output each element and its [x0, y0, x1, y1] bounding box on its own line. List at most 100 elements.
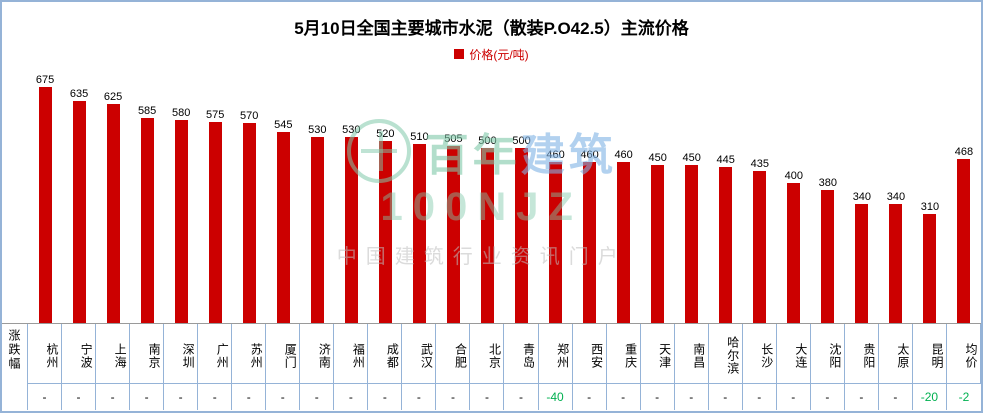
change-value-cell: - — [300, 384, 335, 410]
change-value-cell: - — [879, 384, 913, 410]
bar-column: 340 — [879, 64, 913, 323]
bar-column: 450 — [641, 64, 675, 323]
bar — [38, 87, 52, 323]
city-label-cell: 西安 — [572, 324, 607, 384]
bar-value-label: 585 — [137, 105, 157, 117]
bar — [174, 120, 188, 323]
city-label-cell: 深圳 — [164, 324, 199, 384]
legend-label: 价格(元/吨) — [469, 47, 529, 62]
city-label-cell: 北京 — [470, 324, 505, 384]
bar-column: 500 — [470, 64, 504, 323]
bar-value-label: 435 — [750, 158, 769, 170]
bar-column: 520 — [368, 64, 402, 323]
city-label-cell: 成都 — [368, 324, 403, 384]
city-label-cell: 青岛 — [504, 324, 539, 384]
bar-value-label: 400 — [784, 170, 803, 182]
change-value-cell: - — [334, 384, 369, 410]
change-value-cell: - — [607, 384, 641, 410]
bar — [685, 165, 699, 323]
bar-column: 545 — [266, 64, 300, 323]
change-value-cell: - — [436, 384, 471, 410]
change-value-cell: - — [198, 384, 233, 410]
change-value-cell: -20 — [913, 384, 947, 410]
chart-legend: 价格(元/吨) — [2, 44, 981, 64]
bar-value-label: 545 — [274, 119, 293, 131]
city-label-cell: 苏州 — [232, 324, 267, 384]
city-label-cell: 昆明 — [912, 324, 947, 384]
bar — [344, 137, 358, 323]
bar-column: 635 — [62, 64, 96, 323]
city-label-cell: 济南 — [300, 324, 335, 384]
bar-value-label: 625 — [103, 91, 123, 103]
bar — [753, 171, 767, 323]
bar — [208, 122, 222, 323]
plot-left-spacer — [2, 64, 28, 323]
city-label-cell: 福州 — [334, 324, 369, 384]
bar — [106, 104, 120, 323]
bar-column: 675 — [28, 64, 62, 323]
bar-column: 500 — [504, 64, 538, 323]
bar-column: 340 — [845, 64, 879, 323]
change-value-cell: -40 — [539, 384, 573, 410]
bar — [821, 190, 835, 323]
bar — [923, 214, 937, 323]
bar-column: 450 — [675, 64, 709, 323]
bar-column: 505 — [436, 64, 470, 323]
bar — [549, 162, 563, 323]
bar-column: 435 — [743, 64, 777, 323]
city-label-cell: 重庆 — [606, 324, 641, 384]
bar-column: 530 — [334, 64, 368, 323]
bar-column: 310 — [913, 64, 947, 323]
bar-column: 570 — [232, 64, 266, 323]
city-change-table: 涨跌幅 杭州 宁波 上海 南京 深圳 广州 苏州 厦门 济南 福州 成都 武汉 合肥 北京 青岛 郑州 西安 重庆… — [2, 323, 981, 410]
change-value-cell: - — [402, 384, 437, 410]
bar-value-label: 530 — [342, 124, 361, 136]
bar-value-label: 460 — [546, 149, 565, 161]
change-value-cell: - — [504, 384, 539, 410]
bar — [855, 204, 869, 323]
bar — [412, 144, 426, 323]
bar — [889, 204, 903, 323]
bar-value-label: 468 — [954, 146, 974, 158]
bar-column: 445 — [709, 64, 743, 323]
bar-column: 460 — [539, 64, 573, 323]
city-label-cell: 哈尔滨 — [708, 324, 743, 384]
bar-value-label: 530 — [308, 124, 327, 136]
bar-value-label: 675 — [35, 74, 55, 86]
bar-column: 460 — [607, 64, 641, 323]
bar-column: 460 — [573, 64, 607, 323]
change-value-cell: - — [266, 384, 301, 410]
bar — [583, 162, 597, 323]
bar-value-label: 510 — [410, 131, 429, 143]
change-value-cell: - — [232, 384, 267, 410]
city-label-cell: 太原 — [878, 324, 913, 384]
bar-column: 585 — [130, 64, 164, 323]
bar — [378, 141, 392, 323]
change-value-cell: - — [777, 384, 811, 410]
change-value-cell: - — [62, 384, 97, 410]
change-value-cell: - — [743, 384, 777, 410]
change-value-cell: - — [845, 384, 879, 410]
change-value-cell: - — [675, 384, 709, 410]
bar-column: 400 — [777, 64, 811, 323]
bar-column: 380 — [811, 64, 845, 323]
city-label-cell: 南京 — [130, 324, 165, 384]
bar — [617, 162, 631, 323]
change-value-cell: -2 — [958, 390, 970, 404]
change-value-cell: - — [368, 384, 403, 410]
city-label-cell: 南昌 — [674, 324, 709, 384]
bar — [651, 165, 665, 323]
bar-value-label: 460 — [580, 149, 599, 161]
city-label-cell: 大连 — [776, 324, 811, 384]
bar — [787, 183, 801, 323]
bar — [719, 167, 733, 323]
bar — [72, 101, 86, 323]
change-value-cell: - — [709, 384, 743, 410]
bar-plot-area: 675 635 625 585 580 575 570 545 530 530 520 510 505 5… — [2, 64, 981, 323]
city-label-cell: 均价 — [946, 324, 981, 384]
change-value-cell: - — [130, 384, 165, 410]
city-label-cell: 广州 — [198, 324, 233, 384]
bar-value-label: 500 — [512, 135, 531, 147]
bar-value-label: 340 — [886, 191, 906, 203]
bar-column: 530 — [300, 64, 334, 323]
